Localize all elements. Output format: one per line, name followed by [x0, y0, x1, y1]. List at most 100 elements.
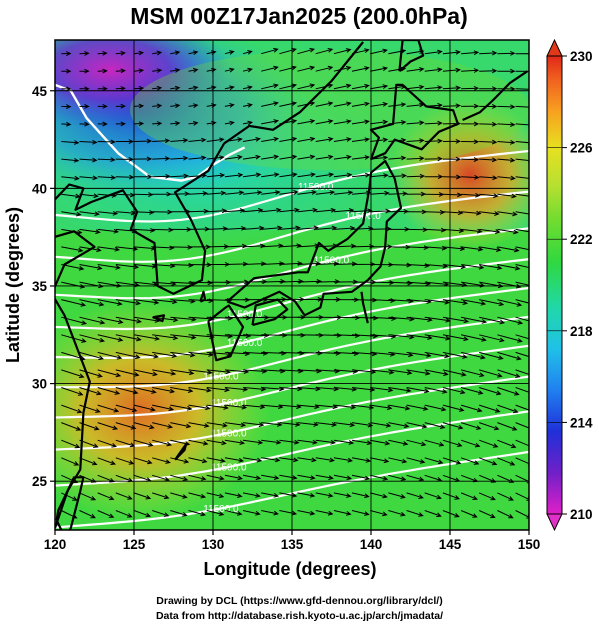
wind-arrow: [133, 68, 145, 74]
wind-arrow: [388, 404, 411, 411]
y-ticks: 25 30 35 40 45: [32, 84, 55, 489]
colorbar-upper-arrow: [546, 38, 563, 57]
wind-arrow: [388, 369, 413, 375]
wind-arrow: [242, 474, 262, 481]
wind-arrow: [279, 47, 297, 55]
wind-arrow: [188, 155, 207, 161]
wind-arrow: [406, 369, 431, 376]
wind-arrow: [152, 85, 163, 91]
coastline: [360, 291, 369, 324]
wind-arrow: [261, 422, 283, 427]
wind-arrow: [315, 422, 338, 427]
wind-arrow: [479, 422, 500, 431]
wind-arrow: [315, 48, 334, 55]
wind-arrow: [97, 422, 119, 430]
wind-arrow: [224, 439, 246, 445]
wind-arrow: [188, 85, 199, 91]
wind-arrow: [370, 492, 388, 499]
wind-arrow: [79, 316, 106, 325]
wind-arrow: [478, 510, 496, 519]
wind-arrow: [497, 351, 522, 361]
wind-arrow: [406, 510, 424, 517]
wind-arrow: [479, 86, 498, 92]
coastline: [55, 41, 364, 529]
wind-arrow: [152, 138, 171, 144]
wind-arrow: [133, 387, 157, 394]
wind-arrow: [315, 119, 334, 125]
wind-arrow: [497, 211, 518, 217]
wind-arrow: [479, 334, 505, 343]
wind-arrow: [315, 136, 334, 142]
wind-arrow: [406, 351, 432, 358]
wind-arrow: [261, 65, 279, 72]
coastlines: [55, 40, 529, 530]
wind-arrow: [170, 369, 195, 376]
wind-arrow: [406, 492, 424, 499]
wind-arrow: [497, 104, 516, 110]
wind-arrow: [97, 210, 119, 216]
wind-arrow: [170, 50, 181, 56]
wind-arrow: [479, 404, 501, 413]
wind-arrow: [315, 439, 336, 445]
wind-arrow: [170, 351, 196, 358]
wind-arrow: [224, 50, 235, 55]
wind-arrow: [479, 50, 498, 56]
wind-arrow: [133, 422, 155, 430]
wind-arrow: [261, 83, 279, 90]
colorbar-tick-label: 214: [570, 415, 593, 430]
wind-arrow: [315, 101, 334, 107]
coastline: [369, 83, 459, 161]
colorbar-gradient: [546, 55, 563, 515]
wind-arrow: [497, 68, 516, 74]
wind-arrow: [351, 474, 371, 481]
wind-arrow: [115, 299, 142, 306]
wind-arrow: [424, 457, 444, 465]
wind-arrow: [279, 279, 304, 284]
x-tick-label: 125: [123, 537, 146, 552]
wind-arrow: [370, 84, 389, 90]
wind-arrow: [460, 439, 481, 448]
wind-arrow: [315, 190, 336, 195]
wind-arrow: [406, 316, 433, 322]
wind-arrow: [460, 510, 478, 518]
wind-arrow: [351, 66, 370, 72]
wind-arrow: [479, 228, 501, 234]
wind-arrow: [315, 207, 337, 213]
wind-arrow: [351, 137, 371, 143]
wind-arrow: [297, 136, 316, 142]
wind-arrow: [424, 120, 443, 126]
wind-arrow: [479, 193, 499, 199]
wind-arrow: [370, 298, 396, 303]
wind-arrow: [315, 225, 338, 231]
coastline: [152, 314, 166, 323]
wind-arrow: [133, 351, 159, 359]
wind-arrow: [479, 492, 496, 501]
wind-arrow: [442, 351, 468, 359]
wind-arrow: [61, 299, 87, 307]
wind-arrow: [97, 246, 121, 252]
wind-arrow: [370, 457, 390, 464]
wind-arrow: [333, 439, 355, 445]
wind-arrow: [79, 104, 90, 109]
wind-arrow: [224, 103, 235, 108]
wind-arrow: [188, 492, 207, 499]
wind-arrow: [370, 190, 390, 196]
wind-arrow: [279, 457, 299, 463]
wind-arrow: [224, 422, 247, 428]
wind-arrow: [406, 404, 429, 411]
wind-arrow: [406, 173, 426, 179]
colorbar-tick-label: 210: [570, 507, 593, 522]
wind-arrow: [79, 139, 98, 145]
wind-arrow: [170, 510, 188, 517]
wind-arrow: [297, 457, 317, 463]
wind-arrow: [170, 173, 189, 179]
wind-arrow: [224, 154, 243, 160]
wind-arrow: [279, 350, 305, 356]
wind-arrow: [461, 85, 480, 91]
x-tick-label: 140: [360, 537, 383, 552]
wind-arrow: [61, 211, 82, 217]
wind-arrow: [315, 492, 334, 498]
wind-arrow: [115, 68, 126, 74]
wind-arrow: [497, 86, 516, 92]
wind-arrow: [261, 154, 280, 160]
